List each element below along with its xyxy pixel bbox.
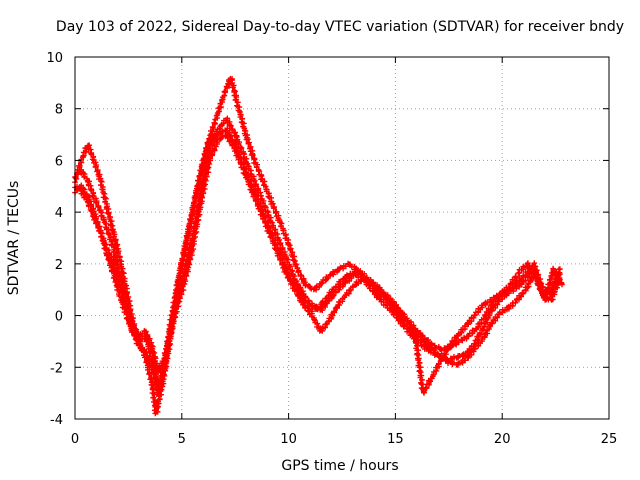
y-tick-label: -2 <box>50 361 63 376</box>
series-track-3 <box>72 115 563 396</box>
x-tick-label: 10 <box>280 432 297 447</box>
y-tick-label: 0 <box>55 310 63 325</box>
x-tick-label: 25 <box>601 432 618 447</box>
y-tick-label: 4 <box>55 206 63 221</box>
series-track-1 <box>72 75 565 417</box>
x-tick-label: 5 <box>178 432 186 447</box>
y-axis-label: SDTVAR / TECUs <box>6 181 22 296</box>
y-axis-ticks: -4 -2 0 2 4 6 8 10 <box>46 51 609 428</box>
series-markers <box>72 115 563 396</box>
y-tick-label: 6 <box>55 154 63 169</box>
x-tick-label: 20 <box>494 432 511 447</box>
series-markers <box>72 75 565 417</box>
y-tick-label: 2 <box>55 258 63 273</box>
x-tick-label: 15 <box>387 432 404 447</box>
plot-area-frame <box>74 56 610 420</box>
x-axis-ticks: 0 5 10 15 20 25 <box>71 57 617 447</box>
y-tick-label: 8 <box>55 103 63 118</box>
data-series <box>72 75 565 417</box>
x-tick-label: 0 <box>71 432 79 447</box>
chart-title: Day 103 of 2022, Sidereal Day-to-day VTE… <box>56 19 624 35</box>
x-axis-label: GPS time / hours <box>281 458 398 474</box>
y-tick-label: -4 <box>50 413 63 428</box>
y-tick-label: 10 <box>46 51 63 66</box>
